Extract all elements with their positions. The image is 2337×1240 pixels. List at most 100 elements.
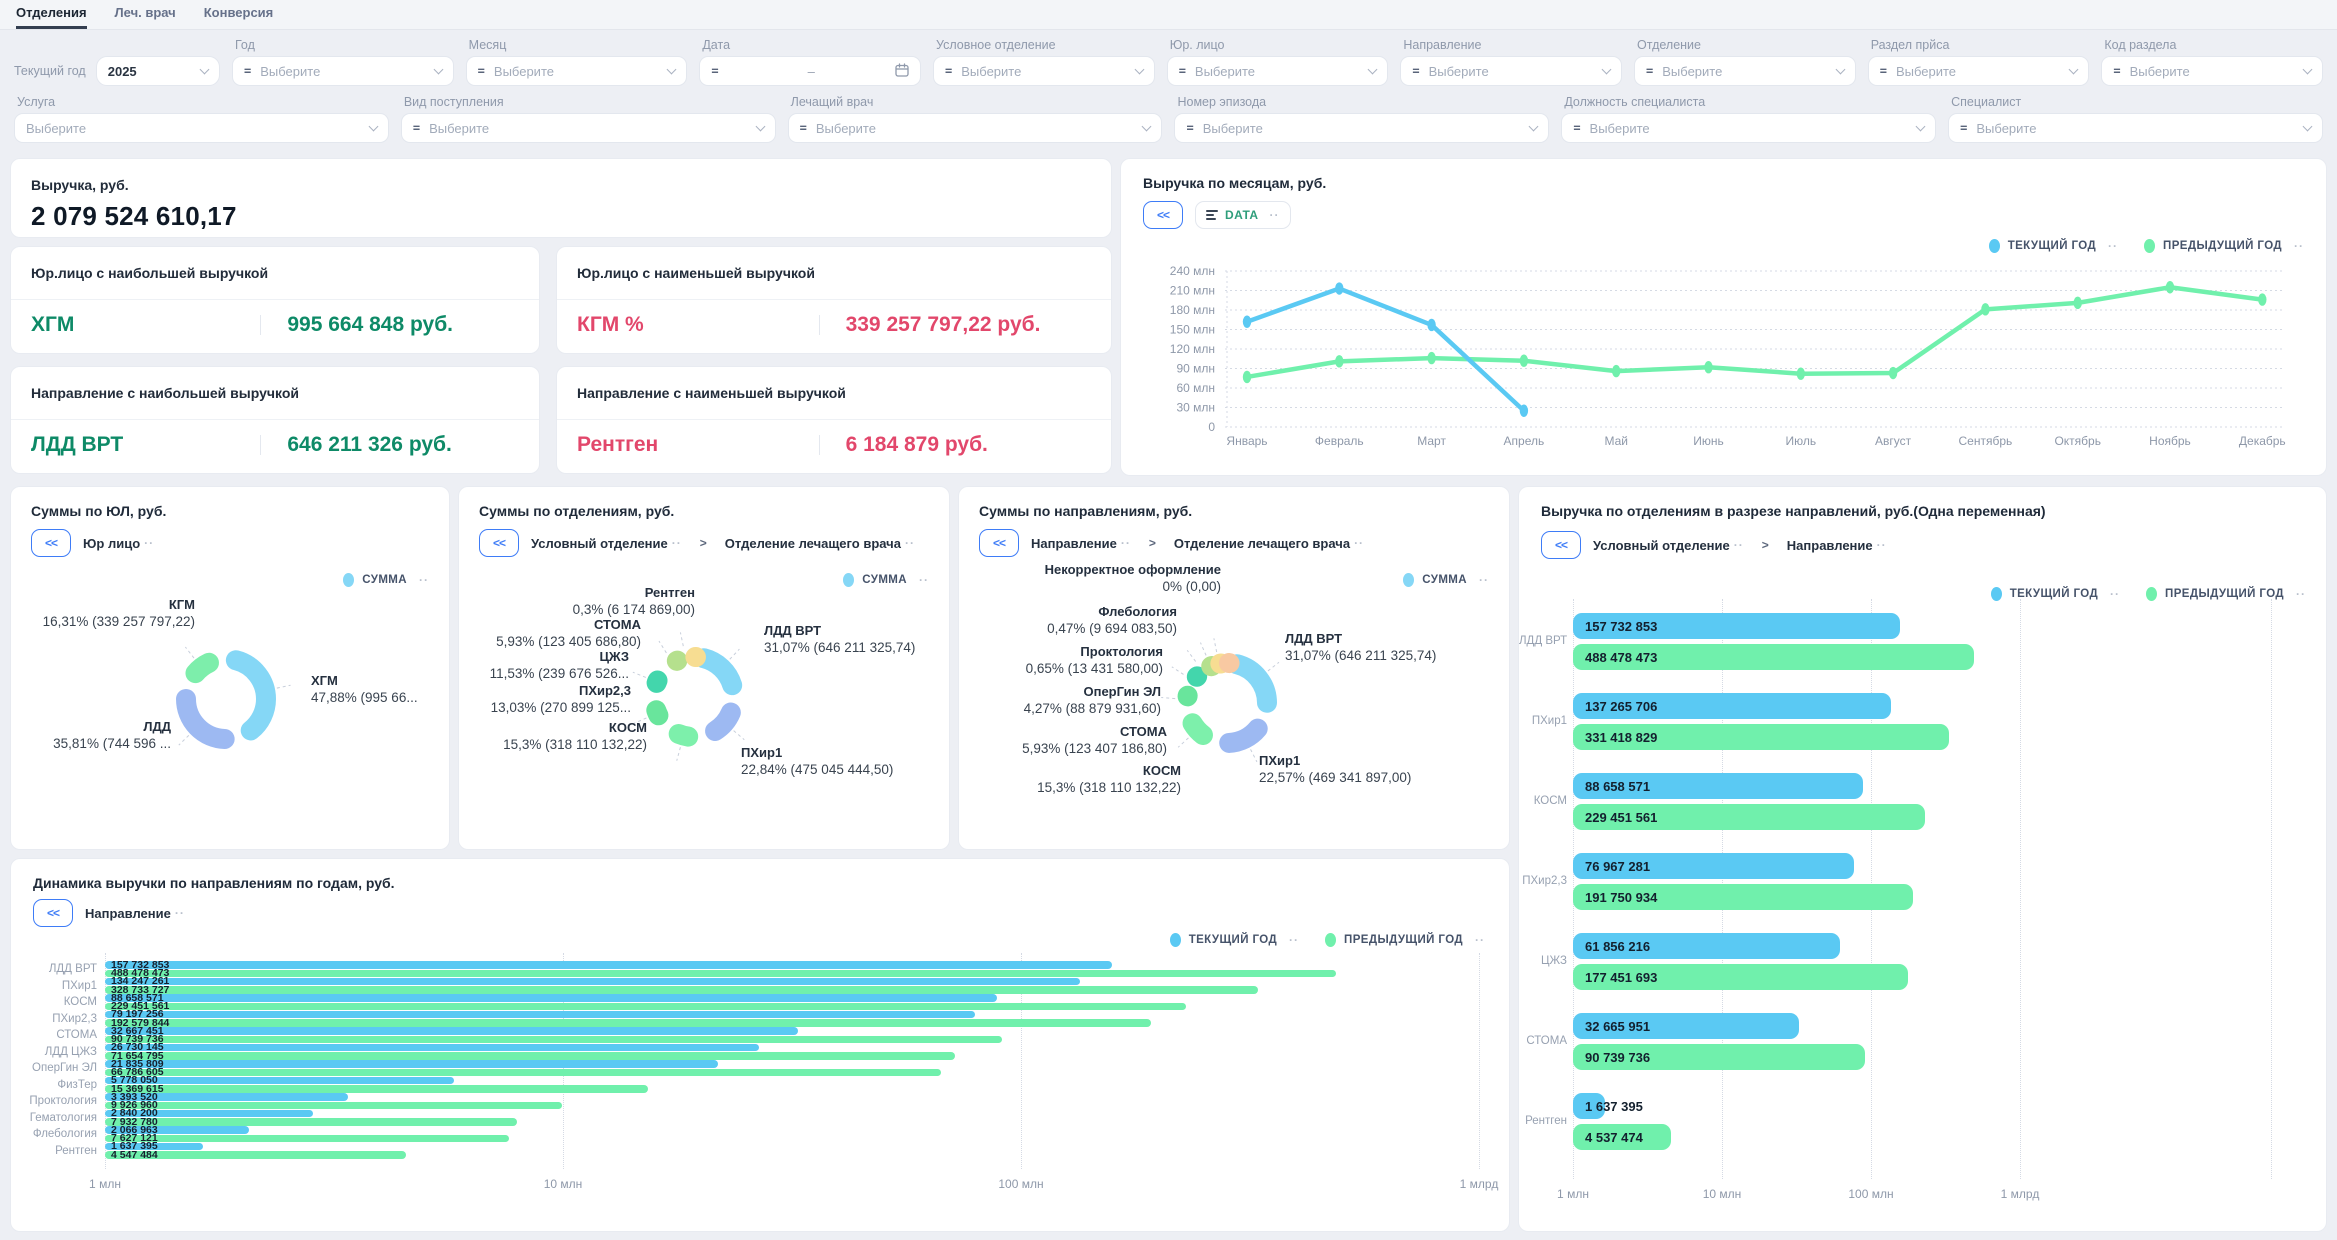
bar-previous-2[interactable]: 229 451 561 xyxy=(1573,804,1925,830)
bar-previous-6[interactable]: 4 537 474 xyxy=(1573,1124,1671,1150)
slice-value: 31,07% (646 211 325,74) xyxy=(1285,647,1436,664)
filter-select-r1-0[interactable]: =Выберите xyxy=(232,56,454,86)
filter-select-r2-5[interactable]: =Выберите xyxy=(1948,113,2323,143)
data-point[interactable] xyxy=(1243,371,1251,383)
slice-value: 13,03% (270 899 125... xyxy=(491,699,631,716)
tab-2[interactable]: Конверсия xyxy=(204,5,274,29)
label-leader-line xyxy=(1187,650,1195,661)
x-axis-month: Январь xyxy=(1226,434,1267,448)
data-point[interactable] xyxy=(1612,365,1620,377)
bar-current-2[interactable]: 88 658 571 xyxy=(105,994,997,1002)
bar-previous-0[interactable]: 488 478 473 xyxy=(105,970,1336,978)
collapse-icon[interactable]: << xyxy=(1143,201,1183,229)
line-series-0[interactable] xyxy=(1247,287,2262,377)
data-point[interactable] xyxy=(1427,319,1435,331)
bar-previous-3[interactable]: 191 750 934 xyxy=(1573,884,1913,910)
data-point[interactable] xyxy=(1981,303,1989,315)
filter-select-r1-5[interactable]: =Выберите xyxy=(1400,56,1622,86)
tab-1[interactable]: Леч. врач xyxy=(115,5,176,29)
bar-previous-11[interactable]: 4 547 484 xyxy=(105,1151,406,1159)
bar-previous-3[interactable]: 192 579 844 xyxy=(105,1019,1151,1027)
data-point[interactable] xyxy=(2166,281,2174,293)
bar-previous-0[interactable]: 488 478 473 xyxy=(1573,644,1974,670)
filter-select-r1-7[interactable]: =Выберите xyxy=(1868,56,2090,86)
filter-select-r2-0[interactable]: Выберите xyxy=(14,113,389,143)
data-point[interactable] xyxy=(2258,293,2266,305)
line-series-1[interactable] xyxy=(1247,289,1524,411)
kpi-value: 995 664 848 руб. xyxy=(287,313,453,337)
bar-current-0[interactable]: 157 732 853 xyxy=(105,961,1112,969)
data-point[interactable] xyxy=(1797,368,1805,380)
filter-select-r2-1[interactable]: =Выберите xyxy=(401,113,776,143)
line-chart-plot[interactable]: 240 млн210 млн180 млн150 млн120 млн90 мл… xyxy=(1145,255,2304,460)
slice-value: 4,27% (88 879 931,60) xyxy=(1024,700,1161,717)
filter-select-r1-3[interactable]: =Выберите xyxy=(933,56,1155,86)
filter-placeholder: Выберите xyxy=(2130,64,2190,79)
bar-previous-4[interactable]: 177 451 693 xyxy=(1573,964,1908,990)
menu-dots-icon[interactable]: ·· xyxy=(2108,239,2118,253)
filter-select-r1-8[interactable]: =Выберите xyxy=(2101,56,2323,86)
bar-previous-4[interactable]: 90 739 736 xyxy=(105,1036,1002,1044)
bar-current-3[interactable]: 76 967 281 xyxy=(1573,853,1854,879)
bar-current-1[interactable]: 137 265 706 xyxy=(1573,693,1891,719)
kpi-title: Направление с наименьшей выручкой xyxy=(577,385,846,401)
data-point[interactable] xyxy=(1520,405,1528,417)
bar-current-2[interactable]: 88 658 571 xyxy=(1573,773,1863,799)
equals-condition-icon: = xyxy=(1573,121,1580,135)
bar-previous-10[interactable]: 7 627 121 xyxy=(105,1135,509,1143)
slice-value: 0% (0,00) xyxy=(1045,578,1221,595)
bar-previous-6[interactable]: 66 786 605 xyxy=(105,1069,941,1077)
filter-select-r1-6[interactable]: =Выберите xyxy=(1634,56,1856,86)
filter-select-r1-1[interactable]: =Выберите xyxy=(466,56,688,86)
slice-value: 15,3% (318 110 132,22) xyxy=(503,736,647,753)
bar-previous-8[interactable]: 9 926 960 xyxy=(105,1102,562,1110)
chevron-down-icon xyxy=(1602,65,1612,75)
bar-current-0[interactable]: 157 732 853 xyxy=(1573,613,1900,639)
kpi-card-max-jul: Юр.лицо с наибольшей выручкойХГМ995 664 … xyxy=(10,246,540,354)
bar-current-1[interactable]: 134 247 261 xyxy=(105,978,1080,986)
data-point[interactable] xyxy=(2074,297,2082,309)
donut-slice-label: ОперГин ЭЛ4,27% (88 879 931,60) xyxy=(1024,684,1161,717)
filter-select-r1-4[interactable]: =Выберите xyxy=(1167,56,1389,86)
data-point[interactable] xyxy=(1427,352,1435,364)
data-point[interactable] xyxy=(1243,316,1251,328)
chevron-down-icon xyxy=(433,65,443,75)
tab-0[interactable]: Отделения xyxy=(16,5,87,29)
date-placeholder: – xyxy=(728,64,895,79)
data-point[interactable] xyxy=(1520,355,1528,367)
data-point[interactable] xyxy=(1889,367,1897,379)
filter-select-r2-4[interactable]: =Выберите xyxy=(1561,113,1936,143)
filter-placeholder: Выберите xyxy=(1429,64,1489,79)
legend-item[interactable]: ТЕКУЩИЙ ГОД·· xyxy=(1989,239,2118,253)
bar-previous-7[interactable]: 15 369 615 xyxy=(105,1085,648,1093)
bar-current-4[interactable]: 32 667 451 xyxy=(105,1027,798,1035)
menu-dots-icon[interactable]: ·· xyxy=(2294,239,2304,253)
legend-item[interactable]: ПРЕДЫДУЩИЙ ГОД·· xyxy=(2144,239,2304,253)
bar-current-3[interactable]: 79 197 256 xyxy=(105,1011,975,1019)
legend-dot-icon xyxy=(2144,239,2155,253)
filter-select-r2-2[interactable]: =Выберите xyxy=(788,113,1163,143)
bar-previous-5[interactable]: 90 739 736 xyxy=(1573,1044,1865,1070)
date-range-input[interactable]: =– xyxy=(699,56,921,86)
filter-select-r2-3[interactable]: =Выберите xyxy=(1174,113,1549,143)
data-point[interactable] xyxy=(1335,355,1343,367)
bar-previous-5[interactable]: 71 654 795 xyxy=(105,1052,955,1060)
data-point[interactable] xyxy=(1704,361,1712,373)
bar-previous-9[interactable]: 7 932 780 xyxy=(105,1118,517,1126)
x-axis-month: Июнь xyxy=(1693,434,1724,448)
bar-previous-1[interactable]: 328 733 727 xyxy=(105,986,1258,994)
bar-previous-2[interactable]: 229 451 561 xyxy=(105,1003,1186,1011)
bar-previous-1[interactable]: 331 418 829 xyxy=(1573,724,1949,750)
menu-dots-icon[interactable]: ·· xyxy=(1270,208,1280,222)
data-point[interactable] xyxy=(1335,282,1343,294)
bar-current-4[interactable]: 61 856 216 xyxy=(1573,933,1840,959)
bar-current-5[interactable]: 32 665 951 xyxy=(1573,1013,1799,1039)
chevron-down-icon xyxy=(1368,65,1378,75)
current-year-select[interactable]: 2025 xyxy=(96,56,220,86)
bar-current-5[interactable]: 26 730 145 xyxy=(105,1044,759,1052)
slice-value: 22,57% (469 341 897,00) xyxy=(1259,769,1411,786)
filter-group: УслугаВыберите xyxy=(14,95,389,143)
bar-current-6[interactable]: 21 835 809 xyxy=(105,1060,718,1068)
bar-current-6[interactable]: 1 637 395 xyxy=(1573,1093,1605,1119)
data-chip-button[interactable]: DATA ·· xyxy=(1195,201,1291,229)
